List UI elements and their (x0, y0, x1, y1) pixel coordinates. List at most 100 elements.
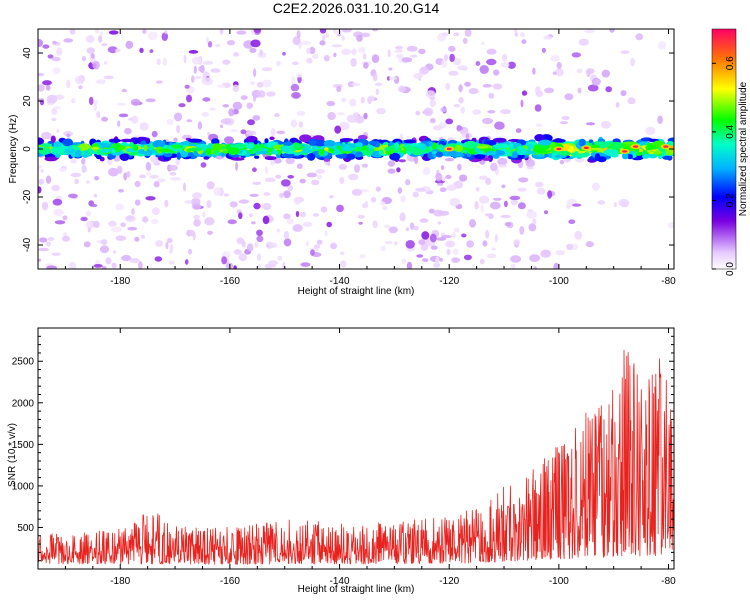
spectrogram-speckle (484, 213, 493, 217)
spectrogram-speckle (533, 266, 537, 269)
spectrogram-speckle (192, 203, 202, 210)
spectrogram-speckle (38, 178, 44, 185)
spectrogram-speckle (128, 117, 134, 121)
spectrogram-speckle (86, 210, 91, 217)
spectrogram-speckle (419, 66, 430, 75)
spectrogram-band-blob (378, 149, 384, 156)
spectrogram-band-blob (176, 152, 181, 160)
spectrogram-speckle (216, 84, 226, 88)
spectrogram-speckle (205, 36, 209, 44)
spectrogram-speckle (323, 55, 330, 62)
spectrogram-speckle (145, 98, 156, 103)
spectrogram-speckle (566, 243, 574, 251)
spectrogram-band-blob (417, 143, 427, 151)
spectrogram-speckle (204, 217, 215, 226)
spectrogram-speckle (74, 178, 79, 185)
spectrogram-speckle (249, 47, 257, 54)
spectrogram-speckle (166, 237, 173, 244)
spectrogram-band-blob (269, 136, 275, 141)
spectrogram-speckle (418, 239, 426, 246)
spectrogram-speckle (441, 59, 448, 68)
spectrogram-speckle (331, 44, 343, 48)
spectrogram-speckle (193, 214, 200, 220)
colorbar-tick-label: 0.6 (725, 56, 736, 70)
spectrogram-speckle (415, 187, 426, 192)
spectrogram-speckle (86, 180, 90, 184)
spectrogram-band-blob (464, 140, 477, 149)
spectrogram-speckle (453, 57, 462, 66)
spectrogram-speckle (399, 212, 406, 222)
spectrogram-speckle (246, 130, 257, 136)
spectrogram-speckle (341, 35, 345, 41)
colorbar-ticks: 0.0 0.2 0.4 0.6 (712, 56, 736, 276)
spectrogram-speckle (38, 72, 45, 77)
spectrogram-speckle (70, 158, 77, 164)
spectrogram-speckle (129, 257, 140, 264)
spectrogram-speckle (94, 29, 100, 34)
spectrogram-speckle (193, 65, 197, 75)
spectrogram-band-blob (158, 148, 173, 152)
spectrogram-speckle (361, 163, 368, 168)
spectrogram-speckle (341, 48, 352, 56)
spectrogram-band-blob (51, 146, 65, 153)
spectrogram-speckle (415, 110, 421, 116)
spectrogram-band-blob (205, 148, 212, 156)
spectrogram-speckle (116, 102, 127, 106)
spectrogram-speckle (453, 104, 460, 108)
spectrogram-speckle (236, 237, 244, 245)
spectrogram-speckle (290, 119, 298, 128)
spectrogram-speckle (170, 177, 181, 181)
spectrogram-speckle (347, 81, 355, 88)
spectrogram-band-blob (339, 138, 354, 142)
spectrogram-band-blob (448, 150, 457, 156)
spectrogram-speckle (488, 92, 495, 99)
spectrogram-speckle (449, 53, 455, 63)
spectrogram-speckle (62, 215, 68, 221)
spectrogram-speckle (349, 98, 357, 107)
spectrogram-speckle (274, 113, 280, 118)
spectrogram-speckle (521, 39, 527, 44)
spectrogram-speckle (336, 204, 344, 213)
spectrogram-speckle (194, 75, 202, 80)
spectrogram-speckle (425, 90, 436, 98)
spectrogram-speckle (300, 262, 311, 267)
spectrogram-speckle (262, 215, 270, 225)
colorbar-gradient (711, 28, 737, 270)
spectrogram-marks (38, 29, 674, 269)
spectrogram-speckle (151, 218, 159, 224)
spectrogram-speckle (264, 177, 276, 183)
spectrogram-hot-spot-core (633, 145, 639, 148)
spectrogram-band-blob (570, 152, 579, 157)
spectrogram-speckle (38, 84, 45, 92)
spectrogram-speckle (510, 264, 516, 269)
spectrogram-speckle (414, 155, 419, 165)
spectrogram-speckle (134, 180, 141, 188)
spectrogram-band-blob (301, 147, 312, 154)
spectrogram-speckle (223, 193, 230, 197)
spectrogram-speckle (494, 121, 505, 130)
spectrogram-speckle (233, 265, 237, 269)
spectrogram-speckle (53, 208, 64, 216)
spectrogram-speckle (279, 192, 284, 198)
spectrogram-speckle (233, 249, 242, 255)
spectrogram-speckle (252, 115, 261, 121)
spectrogram-speckle (480, 204, 484, 213)
snr-y-tick-label: 2500 (12, 357, 35, 368)
spectrogram-speckle (123, 172, 128, 181)
spectrogram-band-blob (626, 153, 634, 160)
spectrogram-speckle (118, 189, 124, 193)
spectrogram-hot-spot-core (556, 147, 562, 151)
spectrogram-speckle (482, 117, 493, 125)
spectrogram-speckle (295, 210, 300, 218)
spectrogram-y-ticks: -40 -20 0 20 40 (22, 47, 674, 252)
spectrogram-band-blob (227, 147, 240, 155)
spectrogram-speckle (480, 258, 485, 265)
spectrogram-speckle (236, 30, 247, 35)
colorbar-tick-label: 0.4 (725, 124, 736, 138)
spectrogram-speckle (38, 186, 42, 194)
spectrogram-speckle (387, 49, 391, 58)
spectrogram-speckle (183, 54, 187, 64)
spectrogram-band-blob (188, 138, 203, 143)
spectrogram-speckle (118, 113, 129, 118)
spectrogram-speckle (486, 253, 497, 259)
